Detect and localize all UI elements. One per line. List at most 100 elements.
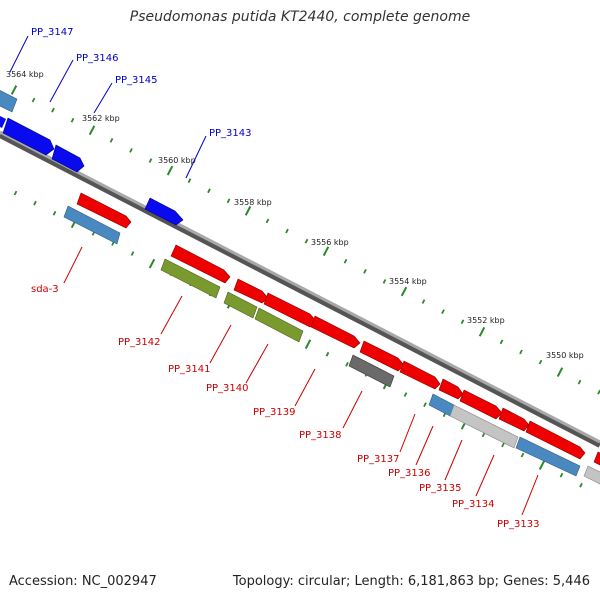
gene-arrow[interactable]: [515, 436, 581, 477]
scale-tick: [345, 361, 349, 367]
gene-arrow[interactable]: [428, 393, 455, 417]
scale-tick: [577, 379, 582, 385]
gene-label[interactable]: PP_3133: [497, 519, 540, 530]
scale-tick: [538, 460, 546, 470]
scale-tick: [363, 268, 367, 274]
gene-arrow[interactable]: [254, 307, 304, 343]
gene-arrow[interactable]: [438, 378, 464, 400]
gene-arrow[interactable]: [348, 354, 395, 388]
gene-arrow[interactable]: [144, 197, 184, 226]
scale-tick: [441, 309, 445, 315]
kbp-label: 3556 kbp: [311, 238, 349, 247]
kbp-label: 3564 kbp: [6, 70, 44, 79]
scale-tick: [499, 339, 504, 345]
scale-tick: [129, 148, 133, 153]
kbp-label: 3554 kbp: [389, 277, 427, 286]
leader-line: [209, 324, 232, 364]
scale-tick: [226, 198, 231, 204]
gene-arrow[interactable]: [310, 315, 361, 349]
scale-tick: [187, 178, 192, 184]
scale-tick: [52, 210, 57, 216]
kbp-label: 3558 kbp: [234, 198, 272, 207]
leader-line: [294, 368, 316, 407]
scale-tick: [244, 206, 252, 216]
genome-backbone: [0, 130, 600, 444]
leader-line: [9, 35, 29, 73]
genome-backbone-shadow: [0, 132, 600, 448]
gene-arrow[interactable]: [2, 117, 55, 156]
scale-tick: [166, 165, 174, 176]
scale-tick: [343, 258, 348, 264]
gene-arrow[interactable]: [525, 420, 586, 460]
scale-tick: [478, 326, 486, 337]
gene-label[interactable]: PP_3138: [299, 430, 342, 441]
gene-arrow[interactable]: [76, 192, 132, 229]
gene-arrow[interactable]: [399, 360, 441, 390]
scale-tick: [481, 432, 486, 438]
scale-tick: [579, 482, 583, 488]
scale-tick: [51, 107, 55, 113]
gene-label[interactable]: PP_3141: [168, 364, 211, 375]
reverse-strand-genes: [63, 192, 600, 487]
leader-line: [399, 413, 416, 453]
gene-label[interactable]: PP_3142: [118, 337, 161, 348]
gene-label[interactable]: PP_3145: [115, 75, 158, 86]
leader-line: [475, 454, 495, 497]
leader-line: [160, 295, 183, 335]
gene-label[interactable]: PP_3147: [31, 27, 74, 38]
outer-tick-row: [10, 85, 600, 395]
scale-tick: [33, 200, 37, 206]
gene-label[interactable]: PP_3135: [419, 483, 462, 494]
leader-line: [342, 390, 363, 429]
scale-tick: [207, 188, 211, 194]
scale-tick: [148, 258, 156, 269]
scale-tick: [10, 85, 18, 95]
gene-arrow[interactable]: [0, 113, 6, 128]
gene-arrow[interactable]: [359, 340, 405, 372]
scale-tick: [304, 339, 312, 350]
scale-tick: [382, 279, 387, 284]
accession-footer: Accession: NC_002947: [9, 574, 157, 589]
gene-label[interactable]: PP_3137: [357, 454, 400, 465]
gene-arrow[interactable]: [449, 404, 519, 449]
scale-tick: [400, 286, 408, 297]
leader-line: [415, 425, 434, 466]
gene-label[interactable]: PP_3140: [206, 383, 249, 394]
topology-footer: Topology: circular; Length: 6,181,863 bp…: [232, 574, 590, 589]
gene-arrow[interactable]: [593, 451, 600, 468]
gene-arrow[interactable]: [170, 244, 231, 284]
gene-label[interactable]: PP_3134: [452, 499, 495, 510]
gene-label[interactable]: sda-3: [31, 284, 59, 295]
gene-label[interactable]: PP_3143: [209, 128, 252, 139]
scale-tick: [130, 251, 135, 256]
forward-strand-genes: [0, 88, 184, 226]
leader-line: [93, 82, 113, 114]
gene-arrow[interactable]: [498, 407, 530, 432]
scale-tick: [325, 351, 330, 357]
scale-tick: [285, 228, 289, 234]
gene-arrow[interactable]: [583, 465, 600, 487]
gene-arrow[interactable]: [51, 144, 85, 173]
gene-arrow[interactable]: [223, 291, 258, 319]
scale-tick: [556, 367, 564, 377]
scale-tick: [13, 190, 18, 196]
scale-tick: [423, 402, 427, 408]
scale-tick: [421, 299, 426, 304]
gene-label[interactable]: PP_3136: [388, 468, 431, 479]
leader-line: [521, 474, 539, 516]
gene-arrow[interactable]: [160, 258, 221, 299]
scale-tick: [31, 97, 36, 103]
scale-tick: [109, 137, 114, 143]
kbp-label: 3552 kbp: [467, 316, 505, 325]
scale-tick: [304, 238, 309, 244]
gene-arrow[interactable]: [459, 389, 503, 420]
gene-arrow[interactable]: [0, 88, 18, 113]
map-title: Pseudomonas putida KT2440, complete geno…: [129, 9, 471, 25]
gene-label[interactable]: PP_3146: [76, 53, 119, 64]
leader-line: [185, 135, 207, 179]
leader-line: [49, 59, 74, 103]
gene-label[interactable]: PP_3139: [253, 407, 296, 418]
scale-tick: [501, 442, 505, 448]
gene-arrow[interactable]: [63, 205, 121, 245]
